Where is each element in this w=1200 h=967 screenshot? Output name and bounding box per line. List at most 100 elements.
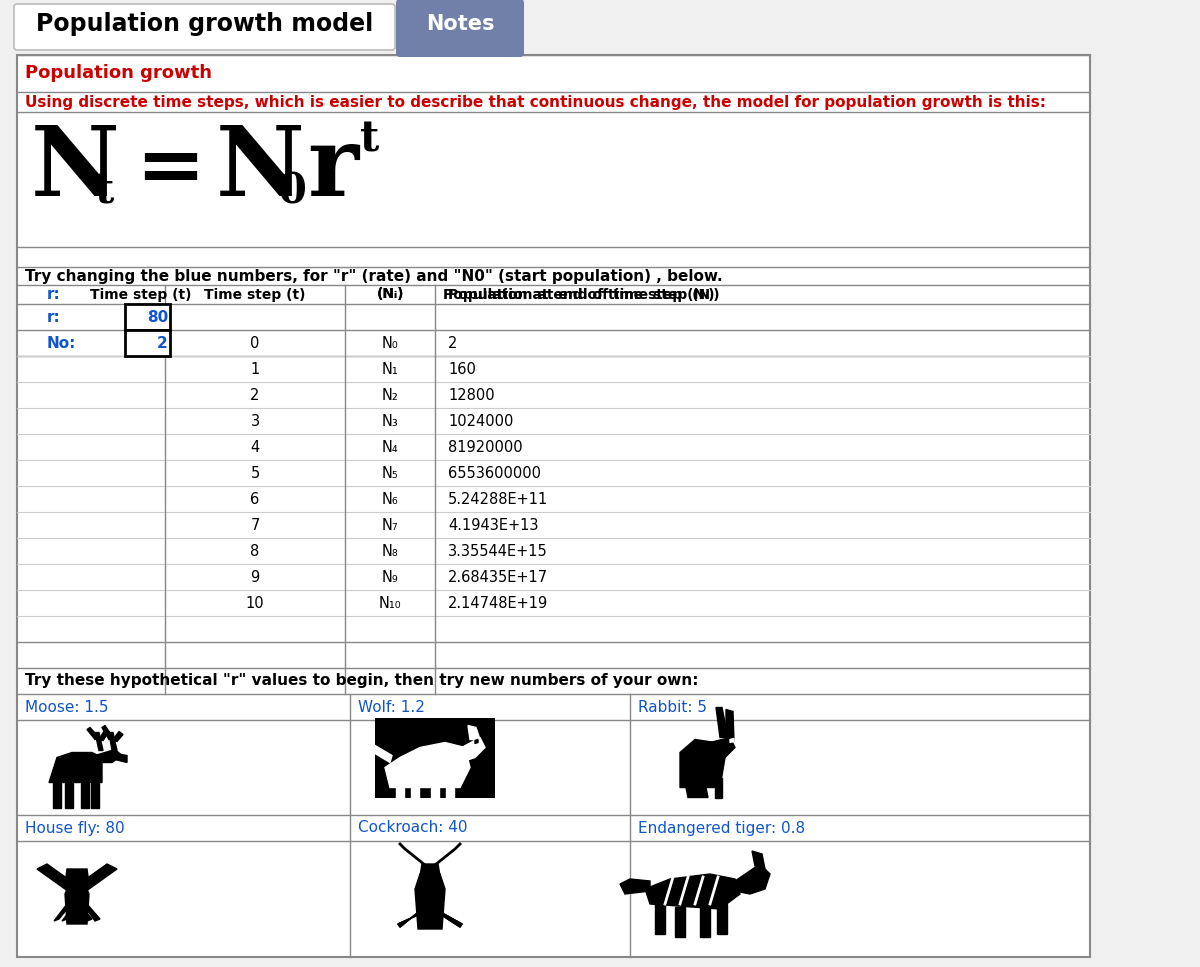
Polygon shape	[734, 864, 770, 894]
Polygon shape	[726, 710, 734, 742]
Polygon shape	[82, 782, 89, 807]
Text: 0: 0	[278, 170, 307, 213]
Text: N₁₀: N₁₀	[379, 596, 401, 610]
Text: 2: 2	[448, 336, 457, 350]
Polygon shape	[398, 914, 420, 927]
Polygon shape	[398, 914, 420, 927]
Text: Notes: Notes	[426, 15, 494, 35]
Bar	[17, 55, 1090, 957]
Text: Time step (t): Time step (t)	[90, 287, 191, 302]
Text: 0: 0	[251, 336, 259, 350]
Text: 1024000: 1024000	[448, 414, 514, 428]
FancyBboxPatch shape	[396, 0, 524, 57]
Polygon shape	[37, 864, 82, 894]
Text: 2.68435E+17: 2.68435E+17	[448, 570, 548, 584]
Polygon shape	[730, 739, 734, 743]
Polygon shape	[74, 904, 92, 921]
Text: 81920000: 81920000	[448, 439, 523, 454]
Text: 2.14748E+19: 2.14748E+19	[448, 596, 548, 610]
Text: 5.24288E+11: 5.24288E+11	[448, 491, 548, 507]
Polygon shape	[54, 904, 71, 921]
Text: N₈: N₈	[382, 543, 398, 559]
Polygon shape	[655, 904, 665, 934]
Polygon shape	[115, 753, 127, 763]
Text: No:: No:	[47, 336, 77, 350]
Polygon shape	[716, 708, 728, 738]
Text: House fly: 80: House fly: 80	[25, 821, 125, 835]
Polygon shape	[67, 904, 84, 921]
Polygon shape	[49, 752, 102, 782]
Polygon shape	[674, 907, 685, 937]
Text: Try changing the blue numbers, for "r" (rate) and "N0" (start population) , belo: Try changing the blue numbers, for "r" (…	[25, 269, 722, 283]
Text: 2: 2	[157, 336, 168, 350]
Text: 160: 160	[448, 362, 476, 376]
Polygon shape	[95, 732, 103, 750]
Polygon shape	[468, 725, 480, 740]
Text: 6: 6	[251, 491, 259, 507]
Text: 1: 1	[251, 362, 259, 376]
Polygon shape	[752, 851, 766, 869]
Polygon shape	[646, 874, 740, 909]
Text: N₆: N₆	[382, 491, 398, 507]
Text: Try these hypothetical "r" values to begin, then try new numbers of your own:: Try these hypothetical "r" values to beg…	[25, 673, 698, 689]
Text: Population at end of time step (Nᵢ): Population at end of time step (Nᵢ)	[443, 287, 715, 302]
Polygon shape	[410, 787, 419, 809]
Polygon shape	[440, 914, 462, 927]
Text: N: N	[216, 123, 305, 217]
Polygon shape	[420, 864, 440, 876]
Text: Cockroach: 40: Cockroach: 40	[358, 821, 468, 835]
Polygon shape	[440, 914, 462, 927]
Text: 4.1943E+13: 4.1943E+13	[448, 517, 539, 533]
Polygon shape	[620, 879, 650, 894]
Bar	[125, 304, 170, 330]
Bar	[0, 0, 1200, 55]
Polygon shape	[431, 787, 439, 809]
Polygon shape	[88, 727, 98, 740]
FancyBboxPatch shape	[14, 4, 395, 50]
Polygon shape	[458, 738, 485, 763]
Polygon shape	[385, 743, 470, 787]
Text: t: t	[360, 119, 379, 161]
Text: N₂: N₂	[382, 388, 398, 402]
Polygon shape	[715, 777, 722, 798]
Text: Population growth: Population growth	[25, 65, 212, 82]
Text: N₃: N₃	[382, 414, 398, 428]
Polygon shape	[83, 904, 100, 921]
Text: Population at end of time step (Nᵢ): Population at end of time step (Nᵢ)	[448, 287, 720, 302]
Polygon shape	[398, 914, 420, 927]
Text: 80: 80	[146, 309, 168, 325]
Text: t: t	[95, 170, 115, 213]
Polygon shape	[109, 732, 118, 750]
Polygon shape	[91, 782, 98, 807]
Text: r:: r:	[47, 309, 61, 325]
Polygon shape	[113, 731, 124, 742]
Text: 12800: 12800	[448, 388, 494, 402]
Text: r:: r:	[47, 287, 61, 302]
Polygon shape	[700, 907, 710, 937]
Text: 8: 8	[251, 543, 259, 559]
Polygon shape	[685, 782, 708, 798]
Polygon shape	[72, 864, 118, 894]
Text: (Nᵢ): (Nᵢ)	[377, 287, 403, 302]
Text: Wolf: 1.2: Wolf: 1.2	[358, 699, 425, 715]
Text: Population growth model: Population growth model	[36, 13, 373, 37]
Text: N₉: N₉	[382, 570, 398, 584]
Text: 4: 4	[251, 439, 259, 454]
Polygon shape	[718, 904, 727, 934]
Text: 3: 3	[251, 414, 259, 428]
Text: 5: 5	[251, 465, 259, 481]
Text: N₅: N₅	[382, 465, 398, 481]
Polygon shape	[475, 740, 478, 744]
Polygon shape	[65, 782, 73, 807]
Text: 10: 10	[246, 596, 264, 610]
Bar	[374, 718, 496, 798]
Polygon shape	[710, 738, 734, 757]
Polygon shape	[440, 914, 462, 927]
Polygon shape	[95, 749, 122, 763]
Polygon shape	[53, 782, 61, 807]
Text: 3.35544E+15: 3.35544E+15	[448, 543, 547, 559]
Text: N₇: N₇	[382, 517, 398, 533]
Bar	[125, 330, 170, 356]
Text: N: N	[30, 123, 120, 217]
Text: Time step (t): Time step (t)	[204, 287, 306, 302]
